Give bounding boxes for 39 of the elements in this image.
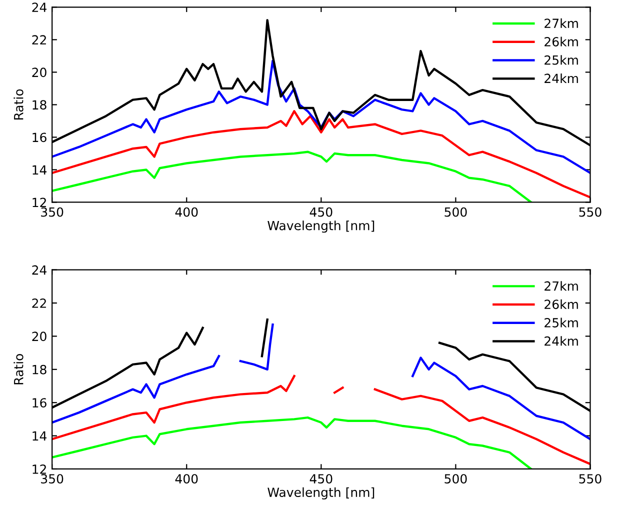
legend-label: 25km	[544, 55, 578, 65]
y-tick-label: 16	[32, 132, 46, 142]
x-tick-label: 550	[579, 207, 602, 217]
y-tick-label: 24	[32, 265, 47, 275]
y-tick-label: 20	[32, 68, 46, 78]
y-tick-label: 18	[32, 100, 46, 110]
x-tick-label: 500	[444, 474, 467, 484]
line-series	[52, 150, 532, 202]
y-axis-title: Ratio	[14, 89, 24, 120]
y-tick-label: 24	[32, 2, 47, 12]
y-tick-label: 18	[32, 364, 46, 374]
y-axis-title: Ratio	[14, 354, 24, 384]
y-tick-label: 16	[32, 398, 46, 408]
y-tick-label: 12	[32, 464, 46, 474]
x-axis-title: Wavelength [nm]	[268, 220, 374, 233]
x-axis-title: Wavelength [nm]	[268, 487, 374, 500]
x-tick-label: 450	[310, 207, 332, 217]
y-tick-label: 22	[32, 35, 46, 44]
x-tick-label: 350	[41, 207, 64, 217]
legend-label: 27km	[544, 18, 578, 28]
legend-label: 24km	[544, 73, 578, 83]
x-tick-label: 400	[175, 207, 198, 217]
legend-label: 26km	[544, 36, 578, 46]
legend-label: 24km	[544, 336, 578, 346]
line-series	[52, 110, 590, 198]
y-tick-label: 14	[32, 431, 47, 441]
y-tick-label: 14	[32, 165, 47, 174]
x-tick-label: 350	[41, 474, 64, 484]
x-tick-label: 500	[444, 207, 467, 217]
x-tick-label: 550	[579, 474, 602, 484]
y-tick-label: 22	[32, 298, 46, 308]
y-tick-label: 20	[32, 332, 46, 342]
legend-label: 25km	[544, 318, 578, 328]
legend-label: 26km	[544, 299, 578, 310]
legend-label: 27km	[544, 281, 578, 291]
line-series	[52, 416, 532, 469]
y-tick-label: 12	[32, 198, 46, 207]
x-tick-label: 450	[310, 474, 332, 484]
x-tick-label: 400	[175, 474, 198, 484]
